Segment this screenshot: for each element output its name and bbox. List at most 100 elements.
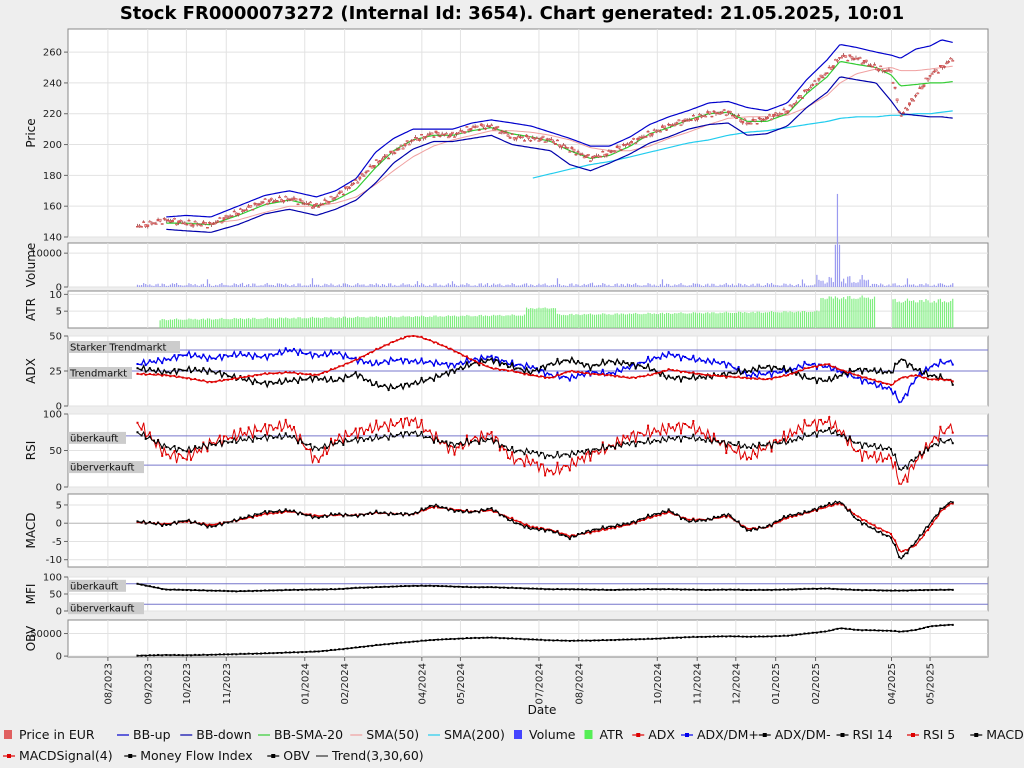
rsi5-line-marker bbox=[354, 427, 357, 430]
adx-line-marker bbox=[560, 373, 563, 376]
candle-body bbox=[611, 149, 615, 152]
volume-bar bbox=[270, 284, 272, 287]
adx-line-marker bbox=[136, 372, 139, 375]
obv-line-marker bbox=[416, 640, 419, 643]
candle-body bbox=[152, 222, 156, 224]
candle-body bbox=[591, 156, 594, 159]
obv-line-marker bbox=[371, 644, 374, 647]
rsi5-line-marker bbox=[144, 435, 147, 438]
rsi14-line-marker bbox=[721, 440, 724, 443]
atr-bar bbox=[227, 319, 229, 328]
candle-body bbox=[860, 62, 864, 65]
volume-bar bbox=[194, 284, 196, 287]
obv-line-marker bbox=[527, 638, 530, 641]
rsi14-line-marker bbox=[317, 448, 320, 451]
adx-line-marker bbox=[214, 380, 217, 383]
volume-bar bbox=[503, 285, 505, 287]
adx-line-marker bbox=[630, 376, 633, 379]
macd-signal-line-marker bbox=[239, 517, 242, 520]
obv-line-marker bbox=[638, 638, 641, 641]
macd-line-marker bbox=[408, 514, 411, 517]
dm-plus-line-marker bbox=[367, 361, 370, 364]
candle-body bbox=[679, 124, 683, 126]
macd-signal-line-marker bbox=[572, 534, 575, 537]
candle-body bbox=[885, 70, 889, 72]
macd-line-marker bbox=[819, 505, 822, 508]
volume-bar bbox=[289, 285, 291, 287]
rsi14-line-marker bbox=[284, 432, 287, 435]
candle-body bbox=[807, 89, 811, 91]
obv-line-marker bbox=[852, 628, 855, 631]
mfi-line-marker bbox=[675, 588, 678, 591]
mfi-line-marker bbox=[943, 588, 946, 591]
dm-minus-line-marker bbox=[375, 381, 378, 384]
dm-minus-line-marker bbox=[618, 361, 621, 364]
obv-line-marker bbox=[815, 631, 818, 634]
adx-line-marker bbox=[408, 335, 411, 338]
rsi14-line-marker bbox=[782, 438, 785, 441]
atr-bar bbox=[717, 313, 719, 328]
atr-bars bbox=[159, 295, 954, 328]
mfi-line-marker bbox=[354, 586, 357, 589]
adx-line-marker bbox=[749, 377, 752, 380]
dm-plus-line-marker bbox=[161, 362, 164, 365]
macd-signal-line-marker bbox=[523, 523, 526, 526]
mfi-line-marker bbox=[292, 588, 295, 591]
dm-plus-line-marker bbox=[861, 382, 864, 385]
mfi-line-marker bbox=[272, 589, 275, 592]
candle-body bbox=[317, 206, 321, 208]
obv-line-marker bbox=[947, 623, 950, 626]
dm-plus-line-marker bbox=[515, 364, 518, 367]
dm-minus-line-marker bbox=[733, 372, 736, 375]
candle-body bbox=[819, 74, 823, 77]
atr-bar bbox=[163, 319, 165, 328]
candle-body bbox=[821, 76, 825, 79]
candle-body bbox=[788, 104, 792, 107]
rsi14-line-marker bbox=[931, 445, 934, 448]
mfi-line-marker bbox=[906, 589, 909, 592]
mfi-line-marker bbox=[787, 588, 790, 591]
volume-bar bbox=[439, 284, 441, 287]
adx-line-marker bbox=[700, 373, 703, 376]
volume-bar bbox=[138, 285, 141, 287]
mfi-line-marker bbox=[428, 584, 431, 587]
macd-signal-line-marker bbox=[659, 514, 662, 517]
dm-minus-line-marker bbox=[852, 370, 855, 373]
adx-line-marker bbox=[729, 375, 732, 378]
obv-line-marker bbox=[523, 638, 526, 641]
volume-bar bbox=[801, 279, 804, 287]
candle-body bbox=[868, 64, 872, 66]
macd-signal-line-marker bbox=[544, 528, 547, 531]
dm-plus-line-marker bbox=[572, 376, 575, 379]
volume-bar bbox=[159, 285, 161, 287]
candle-body bbox=[306, 203, 310, 205]
legend-item: Volume bbox=[514, 727, 576, 742]
candle-body bbox=[879, 65, 883, 68]
dm-plus-line-marker bbox=[655, 357, 658, 360]
atr-bar bbox=[274, 318, 277, 328]
rsi5-line-marker bbox=[260, 430, 263, 433]
adx-line-marker bbox=[679, 371, 682, 374]
rsi5-line-marker bbox=[931, 440, 934, 443]
x-axis-label: Date bbox=[528, 703, 557, 717]
atr-bar bbox=[808, 312, 810, 328]
atr-bar bbox=[610, 314, 612, 328]
adx-line-marker bbox=[358, 356, 361, 359]
dm-minus-line-marker bbox=[906, 365, 909, 368]
macd-line-markers bbox=[136, 501, 954, 559]
atr-bar bbox=[943, 301, 946, 328]
volume-bar bbox=[346, 284, 349, 287]
rsi5-line-marker bbox=[247, 426, 250, 429]
mfi-line-marker bbox=[408, 585, 411, 588]
rsi5-line-marker bbox=[548, 470, 551, 473]
rsi14-line-marker bbox=[626, 442, 629, 445]
candle-body bbox=[840, 57, 843, 59]
dm-plus-line-marker bbox=[795, 367, 798, 370]
volume-bar bbox=[276, 283, 279, 287]
macd-line-marker bbox=[539, 527, 542, 530]
volume-bar bbox=[861, 274, 863, 287]
adx-line-marker bbox=[268, 372, 271, 375]
candle-body bbox=[586, 154, 590, 156]
candle-body bbox=[204, 222, 207, 225]
atr-bar bbox=[161, 318, 163, 328]
